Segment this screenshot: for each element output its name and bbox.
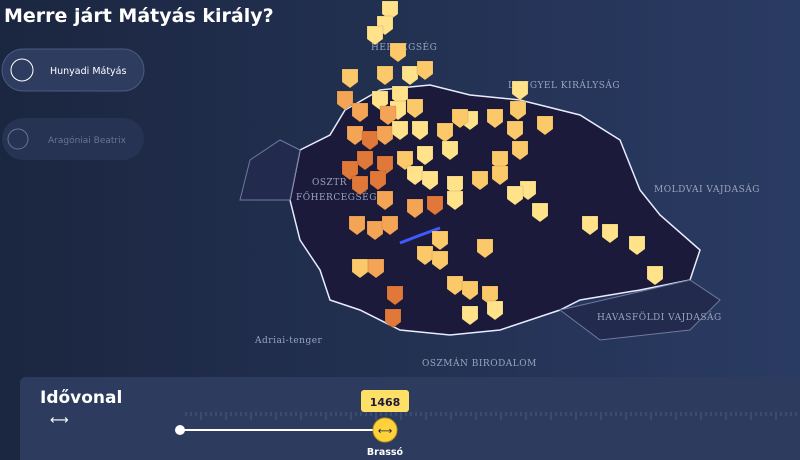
location-pin (367, 258, 385, 279)
button-label: Aragóniai Beatrix (48, 135, 127, 146)
year-tooltip (361, 390, 409, 412)
timeline-title: Idővonal (40, 388, 122, 408)
location-pin (531, 202, 549, 223)
page-title: Merre járt Mátyás király? (4, 5, 274, 27)
place-label: Brassó (367, 447, 404, 458)
location-pin (431, 230, 449, 251)
neighbor-border (239, 139, 721, 341)
location-pin (366, 220, 384, 241)
location-pin (431, 250, 449, 271)
location-pin (461, 305, 479, 326)
lake (399, 226, 441, 245)
location-pin (351, 102, 369, 123)
timeline-knob[interactable] (372, 417, 398, 443)
location-pin (348, 215, 366, 236)
location-pin (411, 120, 429, 141)
location-pin (389, 42, 407, 63)
location-pin (386, 285, 404, 306)
location-pin (376, 190, 394, 211)
map-label: OSZTR (312, 178, 347, 188)
button-bg (2, 118, 144, 160)
location-pin (646, 265, 664, 286)
location-pin (416, 245, 434, 266)
location-pin (446, 275, 464, 296)
location-pin (384, 308, 402, 329)
location-pin (391, 120, 409, 141)
location-pin (351, 175, 369, 196)
location-pin (471, 170, 489, 191)
timeline-ticks (185, 412, 797, 420)
location-pin (366, 25, 384, 46)
location-pin (581, 215, 599, 236)
map-label: MOLDVAI VAJDASÁG (654, 183, 760, 195)
map-label: LENGYEL KIRÁLYSÁG (508, 79, 620, 91)
location-pin (361, 130, 379, 151)
location-pin (506, 185, 524, 206)
location-pin (421, 170, 439, 191)
button-bg (1, 48, 145, 92)
location-pin (461, 280, 479, 301)
location-pin (369, 170, 387, 191)
year-label: 1468 (370, 396, 401, 409)
location-pin (406, 198, 424, 219)
location-pin (346, 125, 364, 146)
location-pin (341, 68, 359, 89)
location-pin (536, 115, 554, 136)
location-pin (436, 122, 454, 143)
timeline-panel (20, 377, 800, 460)
location-pin (381, 215, 399, 236)
location-pin (486, 300, 504, 321)
location-pin (509, 100, 527, 121)
map-label: OSZMÁN BIRODALOM (422, 357, 537, 369)
timeline-start[interactable] (175, 425, 185, 435)
location-pin (446, 190, 464, 211)
person-button[interactable]: Hunyadi Mátyás (1, 48, 145, 92)
location-pin (376, 155, 394, 176)
map-label: Adriai-tenger (254, 336, 323, 346)
location-pin (511, 80, 529, 101)
button-label: Hunyadi Mátyás (50, 66, 127, 77)
location-pin (416, 60, 434, 81)
portrait-icon (7, 128, 29, 150)
location-pin (401, 65, 419, 86)
pins (336, 0, 664, 329)
location-pin (491, 165, 509, 186)
map-label: FŐHERCEGSÉG (296, 190, 377, 203)
location-pin (336, 90, 354, 111)
location-pin (441, 140, 459, 161)
location-pin (451, 108, 469, 129)
knob-icon: ⟷ (378, 426, 392, 437)
location-pin (416, 145, 434, 166)
location-pin (486, 108, 504, 129)
location-pin (351, 258, 369, 279)
location-pin (406, 165, 424, 186)
location-pin (376, 125, 394, 146)
location-pin (406, 98, 424, 119)
location-pin (381, 0, 399, 21)
person-button[interactable]: Aragóniai Beatrix (2, 118, 144, 160)
map-label: HAVASFÖLDI VAJDASÁG (597, 311, 722, 323)
portrait-icon (10, 58, 34, 82)
location-pin (511, 140, 529, 161)
location-pin (376, 65, 394, 86)
location-pin (628, 235, 646, 256)
location-pin (476, 238, 494, 259)
expand-icon[interactable]: ⟷ (50, 413, 69, 428)
location-pin (506, 120, 524, 141)
location-pin (601, 223, 619, 244)
location-pin (426, 195, 444, 216)
